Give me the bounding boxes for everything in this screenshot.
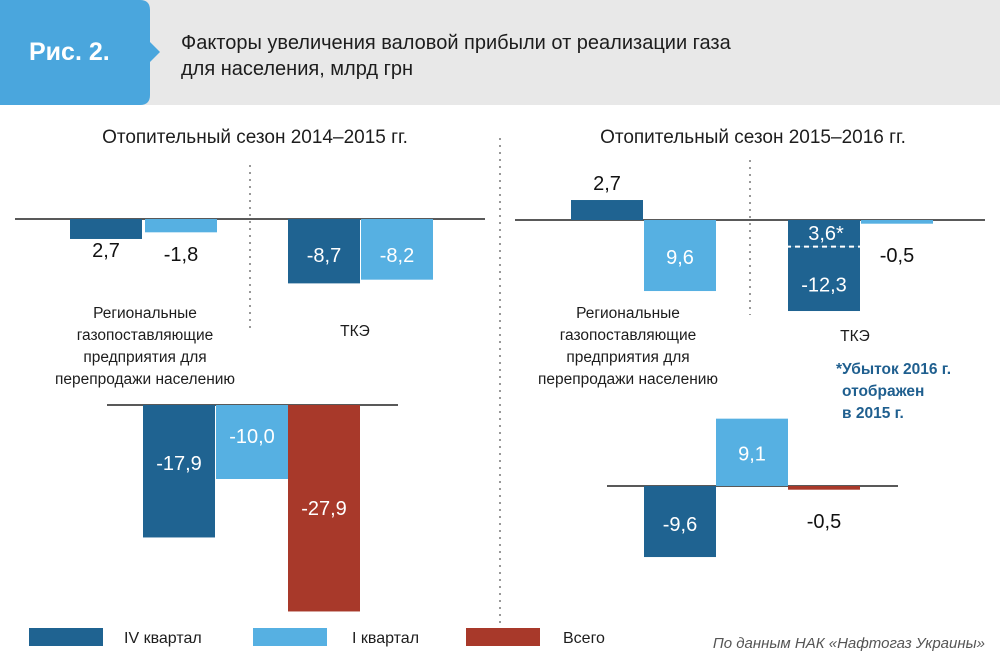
bar-iv-extra xyxy=(788,220,860,247)
figure-label: Рис. 2. xyxy=(29,38,110,66)
bar-value-label: -9,6 xyxy=(663,514,697,536)
bar-value-label: 9,6 xyxy=(666,247,694,269)
bar-iv xyxy=(644,486,716,558)
bar-i xyxy=(361,219,433,280)
legend-label-i: I квартал xyxy=(352,630,419,647)
category-line: предприятия для xyxy=(566,349,689,366)
category-line: газопоставляющие xyxy=(560,327,697,344)
legend-swatch-i xyxy=(253,628,327,646)
figure-title: Факторы увеличения валовой прибыли от ре… xyxy=(181,30,881,82)
legend-label-total: Всего xyxy=(563,630,605,647)
category-label-right-tke: ТКЭ xyxy=(840,328,870,345)
category-line: предприятия для xyxy=(83,349,206,366)
category-line: перепродажи населению xyxy=(55,371,235,388)
legend: IV квартал I квартал Всего xyxy=(29,628,605,647)
bar-iv xyxy=(70,219,142,239)
bar-value-label: 2,7 xyxy=(593,173,621,195)
bar-extra-label: 3,6* xyxy=(808,223,844,245)
category-line: Региональные xyxy=(576,305,680,322)
footnote-line1: *Убыток 2016 г. xyxy=(836,361,951,378)
bar-total xyxy=(788,486,860,490)
category-label-right-regional: Региональные газопоставляющие предприяти… xyxy=(538,305,718,388)
bar-i xyxy=(716,418,788,486)
category-line: Региональные xyxy=(93,305,197,322)
bar-total xyxy=(288,405,360,612)
figure-header xyxy=(0,0,1000,105)
category-label-left-regional: Региональные газопоставляющие предприяти… xyxy=(55,305,235,388)
bar-iv xyxy=(288,219,360,284)
bar-i xyxy=(216,405,288,479)
bar-iv xyxy=(571,200,643,220)
bar-value-label: -0,5 xyxy=(807,511,841,533)
bar-i xyxy=(644,220,716,292)
footnote-line3: в 2015 г. xyxy=(842,405,904,422)
figure-title-line1: Факторы увеличения валовой прибыли от ре… xyxy=(181,32,731,54)
bar-value-label: -12,3 xyxy=(801,275,847,297)
bar-value-label: -0,5 xyxy=(880,245,914,267)
bar-i xyxy=(861,220,933,224)
footnote-line2: отображен xyxy=(842,383,924,400)
category-label-left-tke: ТКЭ xyxy=(340,323,370,340)
bar-value-label: -1,8 xyxy=(164,244,198,266)
source-note: По данным НАК «Нафтогаз Украины» xyxy=(713,635,985,652)
bar-value-label: -8,2 xyxy=(380,245,414,267)
bars-layer: 2,7 -1,8 -8,7 -8,2 -17,9 -10,0 -27,9 2,7 9,6 3,6*… xyxy=(70,173,933,612)
bar-value-label: -17,9 xyxy=(156,453,202,475)
legend-swatch-total xyxy=(466,628,540,646)
left-section-title: Отопительный сезон 2014–2015 гг. xyxy=(102,127,408,148)
bar-value-label: 9,1 xyxy=(738,444,766,466)
bar-value-label: -8,7 xyxy=(307,245,341,267)
right-section-title: Отопительный сезон 2015–2016 гг. xyxy=(600,127,906,148)
bar-iv xyxy=(788,246,860,312)
figure-badge xyxy=(0,0,160,105)
bar-value-label: 2,7 xyxy=(92,240,120,262)
category-line: газопоставляющие xyxy=(77,327,214,344)
bar-value-label: -10,0 xyxy=(229,426,275,448)
category-line: перепродажи населению xyxy=(538,371,718,388)
legend-label-iv: IV квартал xyxy=(124,630,202,647)
bar-i xyxy=(145,219,217,233)
figure-title-line2: для населения, млрд грн xyxy=(181,58,414,80)
badge-shape xyxy=(0,0,160,105)
bar-iv xyxy=(143,405,215,538)
bar-value-label: -27,9 xyxy=(301,498,347,520)
legend-swatch-iv xyxy=(29,628,103,646)
